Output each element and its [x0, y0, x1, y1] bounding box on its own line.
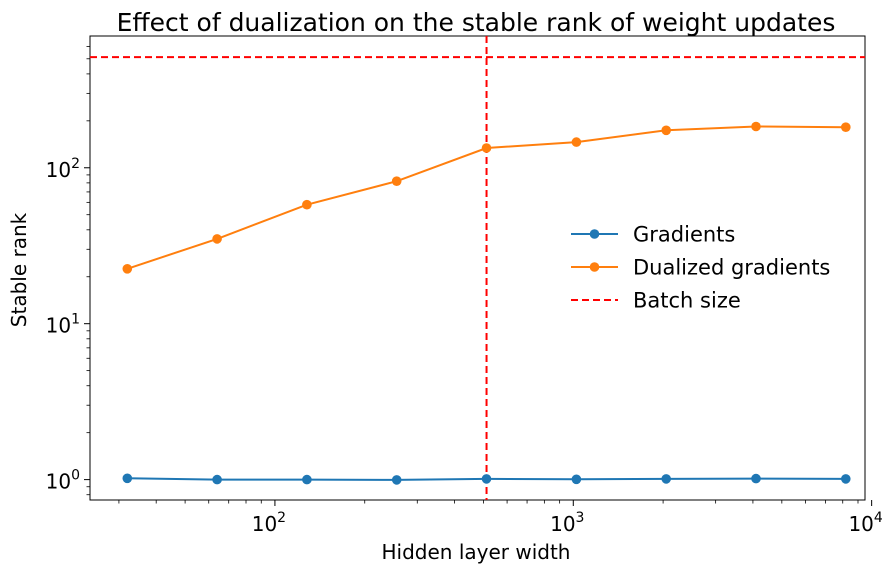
gradients-point — [841, 474, 851, 484]
x-tick-label: 102 — [252, 510, 286, 536]
gradients-point — [391, 475, 402, 485]
x-tick-base: 10 — [252, 512, 277, 536]
y-tick-exponent: 2 — [71, 156, 80, 172]
y-tick-base: 10 — [46, 470, 71, 494]
x-tick-label: 103 — [550, 510, 584, 536]
y-tick-exponent: 1 — [71, 312, 80, 328]
dualized-gradients-point — [841, 122, 851, 132]
dualized-gradients-point — [661, 125, 671, 136]
x-tick-exponent: 2 — [277, 510, 286, 526]
gradients-point — [571, 474, 582, 485]
legend-gradients-label: Gradients — [633, 223, 735, 247]
x-tick-exponent: 4 — [874, 510, 882, 526]
legend-dualized-gradients-swatch-marker — [589, 262, 600, 272]
gradients-point — [751, 473, 761, 484]
dualized-gradients-point — [122, 264, 133, 274]
dualized-gradients-point — [571, 137, 582, 147]
x-tick-base: 10 — [848, 512, 873, 536]
gradients-point — [481, 474, 492, 484]
dualized-gradients-point — [212, 234, 222, 244]
gradients-point — [661, 474, 671, 484]
dualized-gradients-point — [391, 176, 402, 186]
minor-ticks — [86, 46, 859, 504]
reference-lines — [90, 36, 865, 500]
chart-title: Effect of dualization on the stable rank… — [117, 8, 836, 37]
x-tick-exponent: 3 — [576, 510, 585, 526]
gradients-point — [302, 474, 312, 485]
dualized-gradients-point — [302, 199, 312, 210]
dualized-gradients-point — [481, 143, 492, 153]
x-axis-label: Hidden layer width — [382, 540, 571, 564]
gradients-point — [122, 473, 133, 484]
gradients-point — [212, 474, 222, 485]
legend-batch-size-label: Batch size — [633, 289, 741, 313]
y-tick-base: 10 — [46, 314, 71, 338]
plot-frame — [89, 35, 866, 501]
dualized-gradients-point — [751, 121, 761, 132]
legend: Gradients Dualized gradients Batch size — [571, 223, 830, 313]
y-tick-base: 10 — [46, 158, 71, 182]
y-tick-label: 102 — [46, 156, 80, 182]
y-tick-exponent: 0 — [71, 468, 80, 484]
x-axis-ticks: 102 103 104 — [252, 500, 882, 536]
y-tick-label: 101 — [46, 312, 80, 338]
x-tick-base: 10 — [550, 512, 575, 536]
legend-gradients-swatch-marker — [589, 229, 600, 239]
x-tick-label: 104 — [848, 510, 882, 536]
y-axis-label: Stable rank — [7, 212, 31, 327]
y-tick-label: 100 — [46, 468, 80, 494]
legend-dualized-gradients-label: Dualized gradients — [633, 256, 830, 280]
series-layer — [122, 121, 851, 485]
